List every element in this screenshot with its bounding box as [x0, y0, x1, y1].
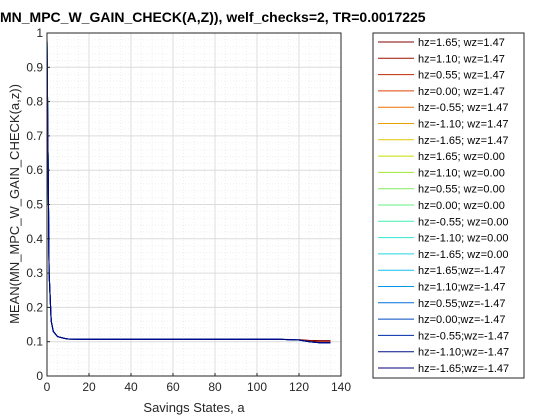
legend-entry: hz=-1.10; wz=1.47 — [418, 119, 509, 131]
y-tick-label: 0 — [36, 369, 43, 383]
chart-title: MN_MPC_W_GAIN_CHECK(A,Z)), welf_checks=2… — [0, 9, 426, 25]
legend-entry: hz=0.00; wz=0.00 — [418, 200, 505, 212]
y-tick-labels: 0 0.1 0.2 0.3 0.4 0.5 0.6 0.7 0.8 0.9 1 — [26, 26, 50, 383]
legend-entry: hz=0.55;wz=-1.47 — [418, 298, 505, 310]
legend-entry: hz=0.00; wz=1.47 — [418, 86, 505, 98]
x-tick-label: 20 — [82, 380, 96, 394]
x-tick-label: 60 — [166, 380, 180, 394]
y-tick-label: 0.2 — [26, 300, 43, 314]
chart-grid — [46, 32, 342, 377]
legend-entry: hz=1.65; wz=0.00 — [418, 151, 505, 163]
legend-entry: hz=1.65; wz=1.47 — [418, 37, 505, 49]
y-tick-label: 0.8 — [26, 95, 43, 109]
legend-entry: hz=0.00;wz=-1.47 — [418, 314, 505, 326]
y-tick-label: 0.4 — [26, 232, 43, 246]
x-tick-label: 140 — [331, 380, 351, 394]
y-tick-label: 1 — [36, 26, 43, 40]
legend-entry: hz=-0.55; wz=1.47 — [418, 102, 509, 114]
legend-entry: hz=0.55; wz=0.00 — [418, 184, 505, 196]
y-tick-label: 0.1 — [26, 335, 43, 349]
legend-entry: hz=-1.65; wz=1.47 — [418, 135, 509, 147]
legend-entry: hz=1.10; wz=0.00 — [418, 167, 505, 179]
y-tick-label: 0.7 — [26, 129, 43, 143]
legend-entry: hz=-1.10; wz=0.00 — [418, 233, 509, 245]
legend-entry: hz=1.10;wz=-1.47 — [418, 282, 505, 294]
x-tick-labels: 0 20 40 60 80 100 120 140 — [44, 373, 351, 394]
chart-legend: hz=1.65; wz=1.47 hz=1.10; wz=1.47 hz=0.55;… — [372, 32, 525, 379]
x-tick-label: 80 — [208, 380, 222, 394]
series-line-21 — [46, 39, 331, 344]
y-tick-label: 0.3 — [26, 266, 43, 280]
y-tick-label: 0.6 — [26, 163, 43, 177]
legend-entry: hz=-1.10;wz=-1.47 — [418, 347, 509, 359]
legend-entry: hz=-0.55;wz=-1.47 — [418, 330, 509, 342]
y-axis-label: MEAN(MN_MPC_W_GAIN_CHECK(a,z)) — [7, 84, 22, 324]
legend-entry: hz=-0.55; wz=0.00 — [418, 216, 509, 228]
legend-entry: hz=0.55; wz=1.47 — [418, 70, 505, 82]
x-axis-label: Savings States, a — [143, 400, 245, 415]
y-tick-label: 0.9 — [26, 60, 43, 74]
legend-entry: hz=1.65;wz=-1.47 — [418, 265, 505, 277]
series-layer — [46, 39, 331, 344]
x-tick-label: 120 — [289, 380, 309, 394]
legend-entry: hz=-1.65; wz=0.00 — [418, 249, 509, 261]
x-tick-label: 100 — [247, 380, 267, 394]
legend-entry: hz=-1.65;wz=-1.47 — [418, 363, 509, 375]
x-tick-label: 0 — [44, 380, 51, 394]
legend-entry: hz=1.10; wz=1.47 — [418, 53, 505, 65]
x-tick-label: 40 — [124, 380, 138, 394]
y-tick-label: 0.5 — [26, 198, 43, 212]
